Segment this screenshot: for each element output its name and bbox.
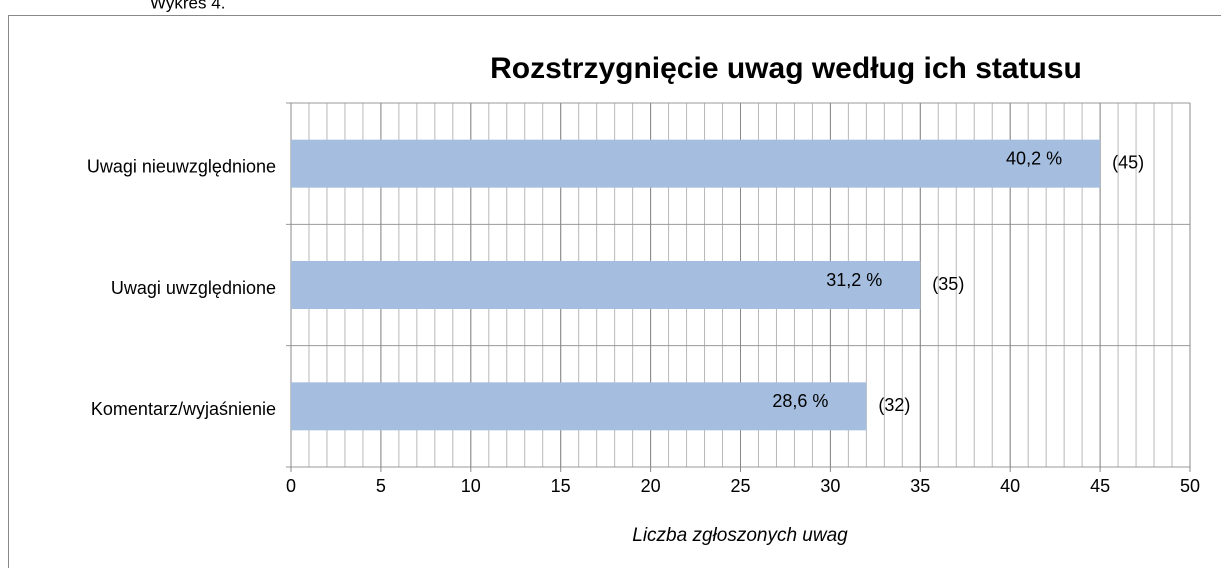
share-label: 31,2 % [826,270,882,290]
y-tick-label: Uwagi uwzględnione [111,278,276,298]
bar [291,261,921,309]
y-tick-label: Uwagi nieuwzględnione [87,156,276,176]
count-label: (32) [878,395,910,415]
x-tick-label: 20 [641,476,661,496]
x-tick-label: 5 [376,476,386,496]
share-label: 28,6 % [772,391,828,411]
chart-title: Rozstrzygnięcie uwag według ich statusu [490,52,1082,85]
x-tick-label: 10 [461,476,481,496]
x-tick-label: 15 [551,476,571,496]
bar [291,382,867,431]
x-tick-label: 30 [820,476,840,496]
x-tick-label: 25 [730,476,750,496]
caption: Wykres 4. [150,0,225,12]
y-tick-label: Komentarz/wyjaśnienie [91,399,276,419]
x-tick-label: 40 [1000,476,1020,496]
count-label: (45) [1112,152,1144,172]
x-tick-label: 45 [1090,476,1110,496]
x-tick-label: 50 [1180,476,1200,496]
x-tick-label: 0 [286,476,296,496]
count-label: (35) [932,274,964,294]
x-axis-label: Liczba zgłoszonych uwag [632,525,848,546]
x-tick-label: 35 [910,476,930,496]
share-label: 40,2 % [1006,148,1062,168]
bar [291,139,1101,188]
